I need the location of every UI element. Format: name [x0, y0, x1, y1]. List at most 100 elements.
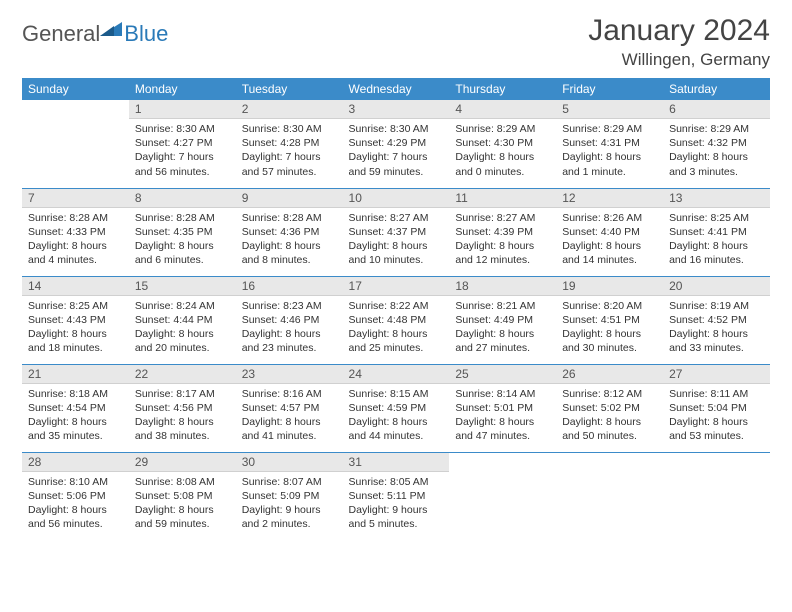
sunrise-line: Sunrise: 8:27 AM — [349, 211, 444, 225]
calendar-cell — [22, 100, 129, 188]
weekday-header: Wednesday — [343, 78, 450, 100]
day-body: Sunrise: 8:18 AMSunset: 4:54 PMDaylight:… — [22, 384, 129, 447]
sunrise-line: Sunrise: 8:20 AM — [562, 299, 657, 313]
sunrise-line: Sunrise: 8:21 AM — [455, 299, 550, 313]
daylight-line: Daylight: 8 hours and 35 minutes. — [28, 415, 123, 443]
sunset-line: Sunset: 4:57 PM — [242, 401, 337, 415]
sunrise-line: Sunrise: 8:29 AM — [562, 122, 657, 136]
weekday-header: Saturday — [663, 78, 770, 100]
daylight-line: Daylight: 8 hours and 41 minutes. — [242, 415, 337, 443]
sunset-line: Sunset: 5:01 PM — [455, 401, 550, 415]
calendar-cell: 25Sunrise: 8:14 AMSunset: 5:01 PMDayligh… — [449, 364, 556, 452]
day-number: 30 — [236, 453, 343, 472]
day-body: Sunrise: 8:10 AMSunset: 5:06 PMDaylight:… — [22, 472, 129, 535]
month-title: January 2024 — [588, 14, 770, 48]
sunset-line: Sunset: 5:09 PM — [242, 489, 337, 503]
daylight-line: Daylight: 8 hours and 10 minutes. — [349, 239, 444, 267]
calendar-cell: 14Sunrise: 8:25 AMSunset: 4:43 PMDayligh… — [22, 276, 129, 364]
sunset-line: Sunset: 4:46 PM — [242, 313, 337, 327]
day-body: Sunrise: 8:21 AMSunset: 4:49 PMDaylight:… — [449, 296, 556, 359]
day-body: Sunrise: 8:24 AMSunset: 4:44 PMDaylight:… — [129, 296, 236, 359]
sunset-line: Sunset: 4:37 PM — [349, 225, 444, 239]
sunrise-line: Sunrise: 8:28 AM — [242, 211, 337, 225]
day-body: Sunrise: 8:11 AMSunset: 5:04 PMDaylight:… — [663, 384, 770, 447]
day-body: Sunrise: 8:22 AMSunset: 4:48 PMDaylight:… — [343, 296, 450, 359]
calendar-cell: 22Sunrise: 8:17 AMSunset: 4:56 PMDayligh… — [129, 364, 236, 452]
sunset-line: Sunset: 4:52 PM — [669, 313, 764, 327]
sunset-line: Sunset: 4:27 PM — [135, 136, 230, 150]
sunset-line: Sunset: 4:54 PM — [28, 401, 123, 415]
calendar-cell: 5Sunrise: 8:29 AMSunset: 4:31 PMDaylight… — [556, 100, 663, 188]
calendar-cell: 16Sunrise: 8:23 AMSunset: 4:46 PMDayligh… — [236, 276, 343, 364]
day-body: Sunrise: 8:29 AMSunset: 4:32 PMDaylight:… — [663, 119, 770, 182]
sunrise-line: Sunrise: 8:23 AM — [242, 299, 337, 313]
daylight-line: Daylight: 8 hours and 25 minutes. — [349, 327, 444, 355]
daylight-line: Daylight: 8 hours and 56 minutes. — [28, 503, 123, 531]
calendar-cell: 19Sunrise: 8:20 AMSunset: 4:51 PMDayligh… — [556, 276, 663, 364]
daylight-line: Daylight: 9 hours and 5 minutes. — [349, 503, 444, 531]
day-number: 24 — [343, 365, 450, 384]
sunrise-line: Sunrise: 8:25 AM — [669, 211, 764, 225]
sunrise-line: Sunrise: 8:15 AM — [349, 387, 444, 401]
daylight-line: Daylight: 8 hours and 6 minutes. — [135, 239, 230, 267]
day-number: 10 — [343, 189, 450, 208]
sunset-line: Sunset: 4:30 PM — [455, 136, 550, 150]
sunrise-line: Sunrise: 8:11 AM — [669, 387, 764, 401]
calendar-cell — [449, 452, 556, 540]
sunrise-line: Sunrise: 8:16 AM — [242, 387, 337, 401]
daylight-line: Daylight: 7 hours and 56 minutes. — [135, 150, 230, 178]
calendar-cell: 26Sunrise: 8:12 AMSunset: 5:02 PMDayligh… — [556, 364, 663, 452]
logo: General Blue — [22, 20, 168, 48]
calendar-cell: 3Sunrise: 8:30 AMSunset: 4:29 PMDaylight… — [343, 100, 450, 188]
day-number: 4 — [449, 100, 556, 119]
day-body: Sunrise: 8:28 AMSunset: 4:33 PMDaylight:… — [22, 208, 129, 271]
day-number: 1 — [129, 100, 236, 119]
day-number: 11 — [449, 189, 556, 208]
sunrise-line: Sunrise: 8:19 AM — [669, 299, 764, 313]
calendar-cell: 29Sunrise: 8:08 AMSunset: 5:08 PMDayligh… — [129, 452, 236, 540]
sunrise-line: Sunrise: 8:29 AM — [669, 122, 764, 136]
sunrise-line: Sunrise: 8:12 AM — [562, 387, 657, 401]
daylight-line: Daylight: 7 hours and 59 minutes. — [349, 150, 444, 178]
day-number: 2 — [236, 100, 343, 119]
day-number: 25 — [449, 365, 556, 384]
calendar-cell: 6Sunrise: 8:29 AMSunset: 4:32 PMDaylight… — [663, 100, 770, 188]
header: General Blue January 2024 Willingen, Ger… — [22, 14, 770, 70]
calendar-cell — [556, 452, 663, 540]
sunrise-line: Sunrise: 8:18 AM — [28, 387, 123, 401]
day-number: 3 — [343, 100, 450, 119]
day-body: Sunrise: 8:14 AMSunset: 5:01 PMDaylight:… — [449, 384, 556, 447]
daylight-line: Daylight: 8 hours and 33 minutes. — [669, 327, 764, 355]
day-body: Sunrise: 8:12 AMSunset: 5:02 PMDaylight:… — [556, 384, 663, 447]
sunrise-line: Sunrise: 8:10 AM — [28, 475, 123, 489]
day-number: 7 — [22, 189, 129, 208]
day-number: 29 — [129, 453, 236, 472]
daylight-line: Daylight: 8 hours and 4 minutes. — [28, 239, 123, 267]
weekday-header: Tuesday — [236, 78, 343, 100]
day-body: Sunrise: 8:30 AMSunset: 4:29 PMDaylight:… — [343, 119, 450, 182]
calendar-cell: 15Sunrise: 8:24 AMSunset: 4:44 PMDayligh… — [129, 276, 236, 364]
day-number: 21 — [22, 365, 129, 384]
day-body: Sunrise: 8:27 AMSunset: 4:37 PMDaylight:… — [343, 208, 450, 271]
calendar-cell: 30Sunrise: 8:07 AMSunset: 5:09 PMDayligh… — [236, 452, 343, 540]
day-number: 20 — [663, 277, 770, 296]
weekday-header: Monday — [129, 78, 236, 100]
day-body: Sunrise: 8:20 AMSunset: 4:51 PMDaylight:… — [556, 296, 663, 359]
day-number: 13 — [663, 189, 770, 208]
daylight-line: Daylight: 8 hours and 1 minute. — [562, 150, 657, 178]
calendar-cell: 24Sunrise: 8:15 AMSunset: 4:59 PMDayligh… — [343, 364, 450, 452]
calendar-cell: 23 Sunrise: 8:16 AMSunset: 4:57 PMDayligh… — [236, 364, 343, 452]
daylight-line: Daylight: 8 hours and 38 minutes. — [135, 415, 230, 443]
sunrise-line: Sunrise: 8:25 AM — [28, 299, 123, 313]
calendar-cell: 13Sunrise: 8:25 AMSunset: 4:41 PMDayligh… — [663, 188, 770, 276]
daylight-line: Daylight: 8 hours and 59 minutes. — [135, 503, 230, 531]
calendar-cell: 12Sunrise: 8:26 AMSunset: 4:40 PMDayligh… — [556, 188, 663, 276]
calendar-cell: 10Sunrise: 8:27 AMSunset: 4:37 PMDayligh… — [343, 188, 450, 276]
day-number: 23 — [236, 365, 343, 384]
calendar-cell: 21Sunrise: 8:18 AMSunset: 4:54 PMDayligh… — [22, 364, 129, 452]
day-number: 8 — [129, 189, 236, 208]
daylight-line: Daylight: 7 hours and 57 minutes. — [242, 150, 337, 178]
day-number: 19 — [556, 277, 663, 296]
sunset-line: Sunset: 4:32 PM — [669, 136, 764, 150]
day-number: 14 — [22, 277, 129, 296]
